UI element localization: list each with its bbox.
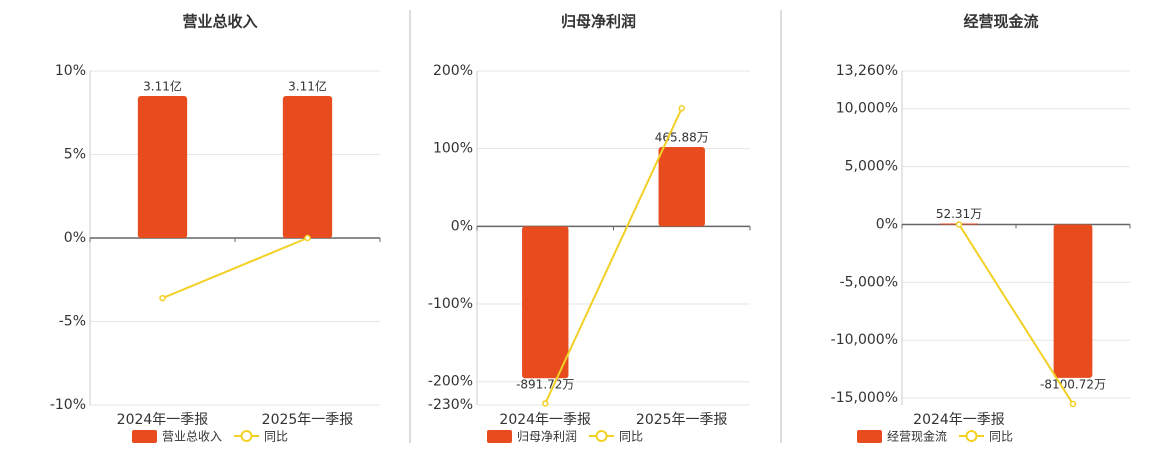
y-tick-label: 0% — [451, 218, 473, 234]
line — [544, 107, 683, 404]
line — [162, 237, 308, 300]
x-tick-label: 2024年一季报 — [499, 412, 591, 428]
chart-title: 营业总收入 — [182, 13, 257, 31]
line — [958, 223, 1074, 405]
line-point — [159, 294, 166, 302]
y-tick-label: -15,000% — [831, 390, 898, 406]
x-tick-label: 2025年一季报 — [262, 412, 354, 428]
value-label: -891.72万 — [516, 378, 574, 392]
legend-swatch — [240, 430, 253, 442]
y-tick-label: 200% — [433, 63, 473, 79]
x-tick-label: 2024年一季报 — [117, 412, 209, 428]
legend-swatch — [595, 430, 608, 442]
bar — [522, 226, 569, 379]
y-tick-label: -10,000% — [831, 332, 898, 348]
legend-label: 归母净利润 — [517, 430, 577, 444]
line-point — [1069, 400, 1077, 408]
legend-label: 同比 — [619, 430, 643, 444]
y-tick-label: 0% — [876, 216, 898, 232]
value-label: 3.11亿 — [143, 79, 182, 94]
y-tick-label: -5% — [59, 314, 86, 330]
chart-title: 归母净利润 — [561, 13, 636, 31]
y-tick-label: 10,000% — [836, 101, 898, 117]
legend-swatch — [857, 430, 882, 443]
y-tick-label: -100% — [428, 296, 473, 312]
value-label: 52.31万 — [936, 207, 982, 221]
y-tick-label: -5,000% — [840, 274, 898, 290]
y-tick-label: -10% — [50, 397, 86, 413]
legend-label: 同比 — [264, 430, 288, 444]
y-tick-label: -200% — [428, 374, 473, 390]
value-label: 465.88万 — [655, 131, 709, 145]
legend-label: 经营现金流 — [887, 429, 947, 444]
bar — [1053, 224, 1093, 378]
y-tick-label: 0% — [64, 230, 86, 246]
value-label: -8100.72万 — [1040, 377, 1106, 391]
line-point — [304, 234, 311, 242]
legend-swatch — [132, 430, 157, 443]
x-tick-label: 2025年一季报 — [636, 412, 728, 428]
y-tick-label: 100% — [433, 141, 473, 157]
legend-label: 营业总收入 — [162, 430, 222, 444]
x-tick-label: 2024年一季报 — [913, 412, 1005, 428]
line-point — [678, 105, 685, 112]
y-tick-label: 5% — [64, 147, 86, 163]
value-label: 3.11亿 — [288, 79, 327, 94]
legend-swatch — [487, 430, 512, 443]
chart-title: 经营现金流 — [963, 13, 1038, 31]
bar — [658, 147, 705, 227]
bar — [137, 96, 188, 238]
line-point — [955, 221, 963, 228]
bar — [282, 96, 333, 238]
legend-swatch — [965, 430, 978, 442]
legend-label: 同比 — [989, 430, 1013, 444]
y-tick-label: 5,000% — [845, 159, 898, 175]
y-tick-label: -230% — [428, 397, 473, 413]
y-tick-label: 13,260% — [836, 63, 898, 79]
y-tick-label: 10% — [55, 63, 86, 79]
line-point — [542, 400, 549, 407]
